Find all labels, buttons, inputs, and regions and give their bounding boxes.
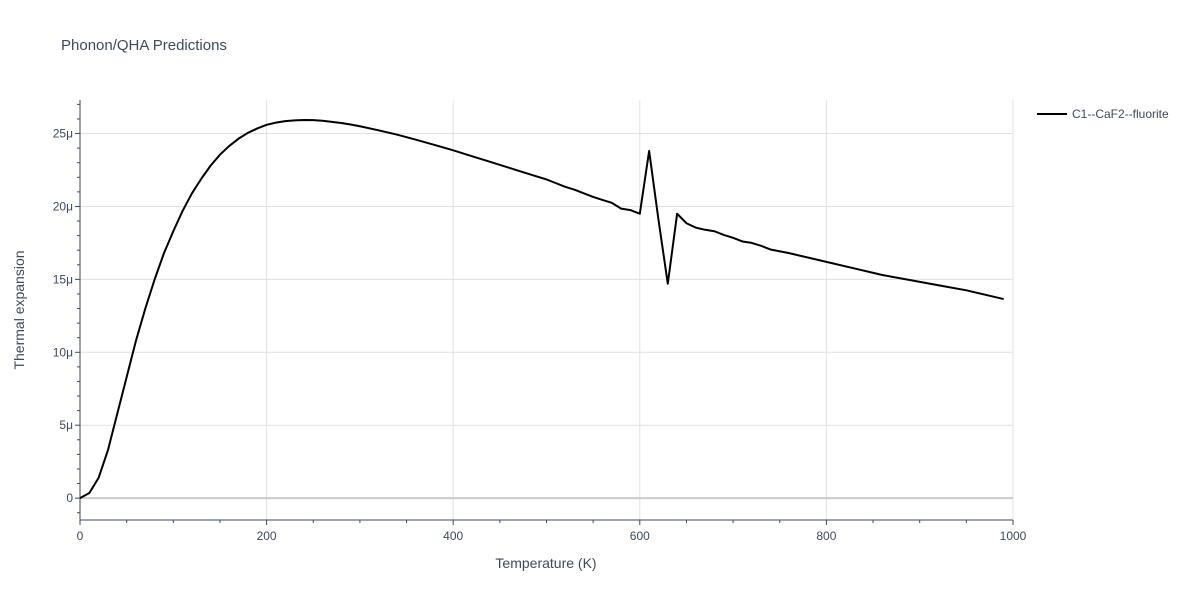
- x-tick-label: 800: [816, 529, 836, 543]
- legend[interactable]: C1--CaF2--fluorite: [1037, 107, 1169, 121]
- y-tick-label: 15μ: [53, 272, 73, 286]
- series-layer: [79, 118, 1004, 500]
- chart-title: Phonon/QHA Predictions: [61, 37, 227, 54]
- grid-layer: [80, 100, 1014, 520]
- x-tick-label: 0: [77, 529, 84, 543]
- y-axis-title: Thermal expansion: [11, 250, 27, 369]
- y-tick-label: 25μ: [53, 127, 73, 141]
- legend-label: C1--CaF2--fluorite: [1072, 107, 1169, 121]
- axes-layer: 0 200 400 600 800 1000 0 5μ 10μ 15μ 20μ 25μ: [53, 100, 1027, 543]
- y-tick-label: 20μ: [53, 199, 73, 213]
- y-tick-label: 5μ: [59, 418, 73, 432]
- y-tick-label: 0: [66, 491, 73, 505]
- y-tick-label: 10μ: [53, 345, 73, 359]
- x-tick-label: 400: [443, 529, 463, 543]
- x-tick-label: 200: [257, 529, 277, 543]
- x-tick-label: 1000: [1000, 529, 1027, 543]
- x-axis-title: Temperature (K): [495, 555, 596, 571]
- series-line: [79, 118, 1004, 500]
- x-tick-label: 600: [630, 529, 650, 543]
- legend-item[interactable]: C1--CaF2--fluorite: [1037, 107, 1169, 121]
